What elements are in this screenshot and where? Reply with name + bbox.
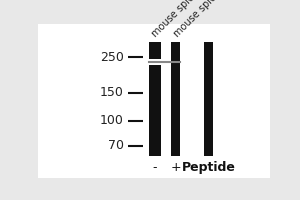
Bar — [171, 42, 181, 156]
Bar — [143, 42, 268, 156]
Text: +: + — [170, 161, 181, 174]
Bar — [148, 59, 161, 65]
Text: 100: 100 — [100, 114, 124, 127]
Text: 150: 150 — [100, 86, 124, 99]
Text: Peptide: Peptide — [182, 161, 235, 174]
Text: 70: 70 — [107, 139, 124, 152]
Bar — [204, 42, 213, 156]
Bar — [148, 42, 161, 156]
Text: -: - — [153, 161, 157, 174]
Text: mouse spleen: mouse spleen — [172, 0, 228, 39]
Text: mouse spleen: mouse spleen — [150, 0, 206, 39]
Text: 250: 250 — [100, 51, 124, 64]
